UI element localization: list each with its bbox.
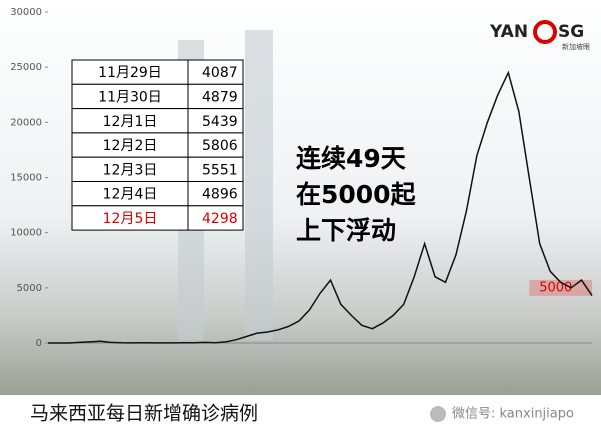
table-cell — [187, 108, 244, 134]
y-tick-label: 10000 — [10, 228, 42, 239]
wechat-icon — [430, 406, 446, 422]
table-text: 12月3日 — [103, 162, 158, 178]
table-cell — [187, 181, 244, 207]
caption-bar — [0, 395, 601, 440]
band-label: 5000 — [539, 280, 572, 295]
y-tick-label: 5000 — [17, 283, 42, 294]
annotation: 连续49天 — [296, 144, 406, 173]
table-text: 11月30日 — [98, 89, 162, 105]
table-text: 4298 — [202, 211, 238, 227]
table-cell — [71, 156, 189, 182]
wechat-id: 微信号: kanxinjiapo — [452, 407, 574, 422]
table-cell — [187, 83, 244, 110]
table-cell — [187, 132, 244, 158]
table-text: 11月29日 — [98, 65, 162, 81]
logo-text: YAN — [489, 22, 528, 42]
line — [48, 70, 593, 344]
annotation: 上下浮动 — [296, 216, 396, 245]
table-cell — [71, 83, 189, 110]
table-text: 12月2日 — [103, 138, 158, 154]
table-cell — [71, 108, 189, 134]
y-tick-label: 30000 — [10, 7, 42, 18]
table-text: 5439 — [202, 114, 238, 130]
table-text: 12月4日 — [103, 187, 158, 203]
y-tick-label: 20000 — [10, 117, 42, 128]
table-text: 12月5日 — [103, 211, 158, 227]
y-tick-label: 0 — [36, 338, 42, 349]
logo-sub: 新加坡眼 — [562, 42, 590, 51]
table-text: 5551 — [202, 162, 238, 178]
table-cell — [187, 59, 244, 85]
logo-icon — [533, 20, 557, 44]
table-cell — [71, 132, 189, 158]
annotation: 在5000起 — [296, 180, 417, 209]
table-cell — [187, 205, 244, 231]
table-text: 4087 — [202, 65, 238, 81]
table-text: 4896 — [202, 187, 238, 203]
tower — [245, 30, 273, 340]
y-tick-label: 15000 — [10, 173, 42, 184]
table-text: 12月1日 — [103, 114, 158, 130]
table-cell — [71, 181, 189, 207]
table-cell — [71, 205, 189, 231]
caption: 马来西亚每日新增确诊病例 — [30, 403, 258, 425]
logo-text: SG — [558, 22, 584, 42]
table-text: 5806 — [202, 138, 238, 154]
table-text: 4879 — [202, 89, 238, 105]
y-tick-label: 25000 — [10, 62, 42, 73]
table-cell — [187, 156, 244, 182]
